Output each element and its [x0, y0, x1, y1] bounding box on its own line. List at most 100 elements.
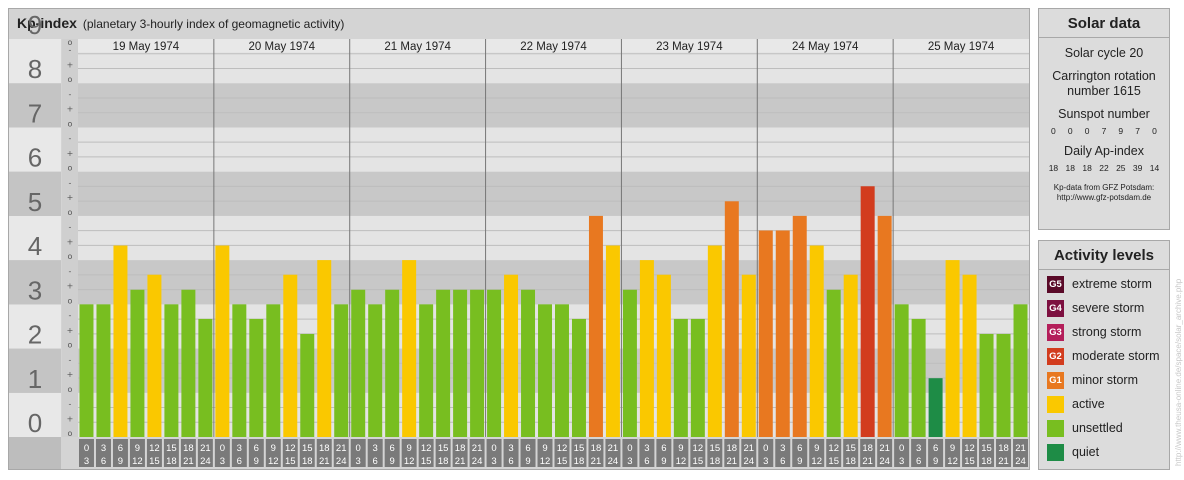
solar-data-heading: Solar data [1039, 9, 1169, 38]
hour-end-label: 21 [727, 456, 738, 467]
day-header-bg [893, 39, 1029, 52]
hour-start-label: 0 [84, 443, 89, 454]
legend-item-minor-storm: G1 minor storm [1047, 370, 1169, 390]
page-title: Kp-index (planetary 3-hourly index of geo… [17, 15, 344, 31]
kp-bar [79, 304, 94, 437]
hour-start-label: 0 [899, 443, 904, 454]
day-header-bg [78, 39, 214, 52]
y-tick-label: 8 [28, 54, 42, 84]
hour-start-label: 12 [285, 443, 296, 454]
hour-cell [333, 439, 349, 467]
sunspot-label: Sunspot number [1058, 107, 1150, 121]
y-subtick-label: - [69, 134, 72, 143]
hour-cell [605, 439, 621, 467]
hour-cell [520, 439, 536, 467]
hour-start-label: 6 [390, 443, 395, 454]
kp-bar [826, 289, 841, 437]
legend-item-quiet: quiet [1047, 442, 1169, 462]
hour-end-label: 24 [1015, 456, 1026, 467]
hour-end-label: 18 [845, 456, 856, 467]
kp-bar [894, 304, 909, 437]
y-subtick-label: + [67, 193, 74, 202]
day-label: 21 May 1974 [384, 41, 451, 53]
chart-title: Kp-index [17, 15, 77, 31]
legend-label: unsettled [1072, 421, 1123, 435]
day-header-bg [621, 39, 758, 52]
hour-end-label: 21 [591, 456, 602, 467]
hour-cell [792, 439, 808, 467]
hour-end-label: 3 [899, 456, 904, 467]
kp-bar [113, 245, 128, 437]
legend-label: strong storm [1072, 325, 1142, 339]
y-subtick-label: o [68, 296, 73, 305]
hour-end-label: 3 [763, 456, 768, 467]
y-subtick-label: o [68, 341, 73, 350]
kp-bar [945, 260, 960, 437]
hour-end-label: 15 [828, 456, 839, 467]
kp-bar [962, 274, 977, 437]
y-tick-label: 0 [28, 408, 42, 438]
kp-bar [487, 289, 502, 437]
carrington-rotation: Carrington rotation number 1615 [1039, 69, 1169, 99]
hour-start-label: 0 [763, 443, 768, 454]
hour-start-label: 18 [727, 443, 738, 454]
hour-end-label: 9 [661, 456, 666, 467]
hour-end-label: 9 [797, 456, 802, 467]
kp-axis-band [9, 127, 61, 172]
hour-start-label: 15 [981, 443, 992, 454]
y-tick-label: 4 [28, 231, 42, 261]
kp-bar [198, 318, 213, 437]
kp-bar [351, 289, 366, 437]
hour-cell [384, 439, 400, 467]
legend-swatch: G1 [1047, 371, 1064, 389]
hour-start-label: 6 [118, 443, 123, 454]
hour-end-label: 15 [964, 456, 975, 467]
kp-bar [605, 245, 620, 437]
hour-start-label: 9 [814, 443, 819, 454]
hour-start-label: 18 [591, 443, 602, 454]
hour-end-label: 15 [285, 456, 296, 467]
hour-end-label: 18 [302, 456, 313, 467]
legend-label: moderate storm [1072, 349, 1160, 363]
hour-cell [282, 439, 298, 467]
kp-axis-band [9, 39, 61, 84]
hour-start-label: 3 [644, 443, 649, 454]
hour-cell [860, 439, 876, 467]
hour-end-label: 9 [254, 456, 259, 467]
kp-bar [402, 260, 417, 437]
hour-end-label: 9 [118, 456, 123, 467]
day-label: 20 May 1974 [249, 41, 316, 53]
legend-swatch [1047, 395, 1064, 413]
hour-cell [588, 439, 604, 467]
hour-cell [639, 439, 655, 467]
ap-value: 22 [1099, 163, 1109, 173]
kp-bar [215, 245, 230, 437]
y-tick-label: 6 [28, 143, 42, 173]
hour-start-label: 21 [1015, 443, 1026, 454]
y-subtick-label: + [67, 326, 74, 335]
kp-bar [911, 318, 926, 437]
y-subtick-label: + [67, 237, 74, 246]
hour-end-label: 24 [200, 456, 211, 467]
hour-start-label: 15 [710, 443, 721, 454]
hour-end-label: 21 [183, 456, 194, 467]
hour-cell [248, 439, 264, 467]
hour-start-label: 12 [828, 443, 839, 454]
day-label: 19 May 1974 [113, 41, 180, 53]
hour-cell [112, 439, 128, 467]
legend-item-active: active [1047, 394, 1169, 414]
kp-bar [96, 304, 111, 437]
legend-item-severe-storm: G4 severe storm [1047, 298, 1169, 318]
kp-bar [147, 274, 162, 437]
kp-axis-band [9, 260, 61, 305]
day-header-bg [757, 39, 894, 52]
sunspot-value: 0 [1084, 126, 1090, 136]
kp-axis-band [9, 171, 61, 216]
hour-cell [656, 439, 672, 467]
kp-bar [860, 186, 875, 437]
legend-swatch: G5 [1047, 275, 1064, 293]
y-subtick-label: - [69, 267, 72, 276]
kp-bar [130, 289, 145, 437]
y-tick-label: 2 [28, 320, 42, 350]
y-subtick-label: - [69, 90, 72, 99]
